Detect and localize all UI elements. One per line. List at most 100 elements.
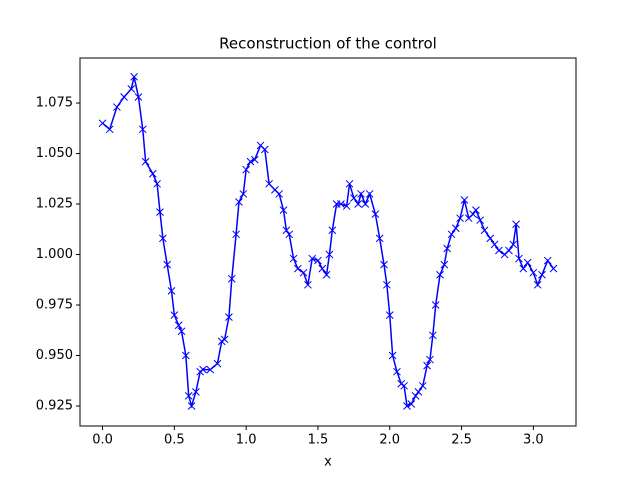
x-tick-label: 1.0: [236, 433, 257, 448]
x-tick-label: 1.5: [308, 433, 329, 448]
data-marker: [220, 335, 229, 344]
data-marker: [265, 179, 273, 188]
y-tick-label: 0.975: [36, 298, 73, 313]
data-marker: [426, 355, 434, 364]
data-marker: [141, 157, 150, 166]
data-marker: [495, 246, 503, 255]
data-marker: [153, 179, 161, 188]
data-marker: [423, 361, 431, 370]
data-marker: [113, 103, 121, 111]
data-marker: [285, 230, 294, 239]
data-marker: [451, 224, 460, 233]
data-marker: [206, 365, 215, 374]
data-marker: [304, 280, 312, 289]
data-marker: [184, 392, 193, 400]
data-marker: [456, 214, 464, 223]
data-marker: [383, 280, 391, 289]
data-marker: [250, 155, 259, 164]
data-marker: [127, 85, 136, 93]
y-tick-label: 0.950: [36, 348, 73, 363]
data-marker: [260, 145, 269, 154]
data-marker: [460, 196, 469, 204]
data-marker: [318, 264, 327, 273]
x-tick-label: 0.0: [92, 433, 113, 448]
y-tick-label: 0.925: [36, 399, 73, 414]
data-marker: [388, 351, 397, 360]
data-marker: [509, 240, 518, 249]
data-marker: [187, 402, 196, 410]
data-marker: [476, 216, 485, 225]
data-marker: [181, 351, 190, 360]
data-marker: [345, 179, 354, 188]
data-marker: [225, 313, 233, 321]
data-marker: [239, 190, 248, 198]
data-marker: [246, 157, 255, 166]
data-marker: [400, 381, 408, 390]
data-marker: [328, 226, 337, 235]
data-marker: [289, 254, 298, 263]
x-tick-label: 3.0: [523, 433, 544, 448]
x-tick-label: 2.0: [379, 433, 400, 448]
y-tick-label: 1.000: [36, 247, 73, 262]
y-tick-label: 1.050: [36, 146, 73, 161]
data-marker: [436, 270, 444, 279]
x-axis-label: x: [324, 455, 332, 470]
y-tick-label: 1.075: [36, 96, 73, 111]
data-marker: [130, 72, 138, 81]
data-marker: [505, 246, 513, 255]
data-marker: [120, 93, 128, 101]
data-marker: [428, 331, 437, 340]
data-marker: [407, 400, 416, 408]
data-marker: [105, 125, 114, 134]
data-marker: [279, 206, 288, 214]
data-marker: [414, 388, 423, 396]
data-marker: [512, 220, 520, 229]
data-marker: [138, 125, 147, 134]
data-marker: [549, 264, 558, 273]
chart-title: Reconstruction of the control: [219, 35, 437, 53]
data-marker: [472, 206, 480, 214]
data-marker: [533, 280, 542, 289]
data-marker: [177, 327, 186, 336]
data-marker: [418, 381, 427, 390]
data-marker: [163, 260, 172, 269]
data-marker: [299, 268, 308, 277]
data-marker: [322, 270, 331, 279]
data-marker: [447, 230, 456, 239]
x-tick-label: 0.5: [164, 433, 185, 448]
data-marker: [199, 365, 207, 374]
data-marker: [174, 321, 183, 330]
data-marker: [519, 264, 528, 273]
data-marker: [357, 190, 365, 198]
data-marker: [486, 234, 495, 243]
data-marker: [538, 270, 546, 279]
data-marker: [480, 226, 489, 235]
data-marker: [385, 311, 394, 319]
data-marker: [543, 256, 552, 265]
data-marker: [167, 287, 176, 295]
data-marker: [148, 169, 157, 178]
data-marker: [232, 230, 240, 239]
data-marker: [365, 190, 374, 198]
data-marker: [529, 268, 538, 277]
data-marker: [490, 240, 499, 249]
data-marker: [337, 200, 345, 208]
data-marker: [170, 311, 179, 319]
data-marker: [371, 210, 380, 218]
data-marker: [134, 93, 143, 101]
data-marker: [242, 165, 251, 174]
data-marker: [443, 244, 452, 253]
data-marker: [275, 190, 284, 198]
data-marker: [431, 301, 440, 309]
data-marker: [213, 359, 222, 368]
y-tick-label: 1.025: [36, 197, 73, 212]
data-marker: [308, 254, 317, 263]
data-marker: [403, 402, 411, 410]
data-marker: [98, 119, 107, 128]
data-marker: [440, 260, 449, 269]
x-tick-label: 2.5: [451, 433, 472, 448]
data-marker: [159, 234, 167, 243]
data-marker: [342, 202, 351, 210]
data-marker: [380, 260, 388, 269]
